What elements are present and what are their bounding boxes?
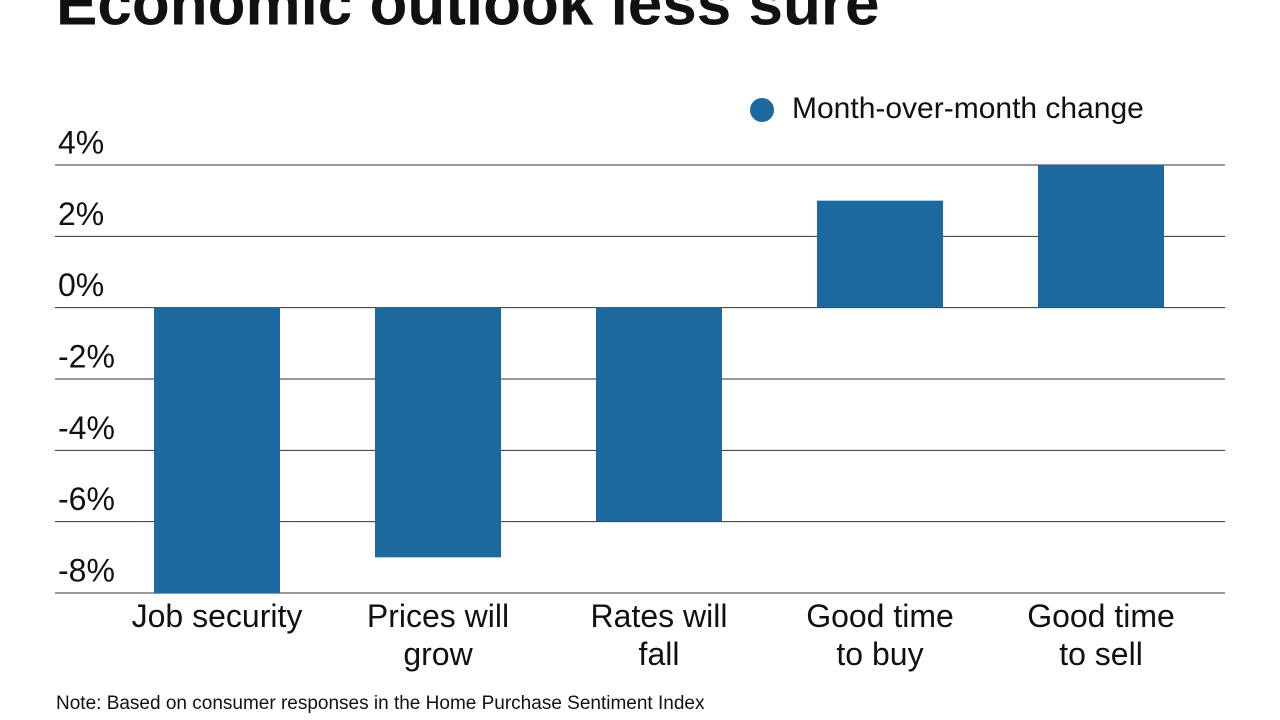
y-tick-label: 2%: [58, 196, 104, 232]
y-tick-label: -2%: [58, 338, 115, 374]
legend-label: Month-over-month change: [792, 92, 1144, 125]
x-tick-label: Job security: [131, 598, 303, 634]
note: Note: Based on consumer responses in the…: [56, 693, 705, 714]
y-tick-label: -6%: [58, 481, 115, 517]
x-tick-label: Good time to buy: [806, 598, 954, 672]
bar: [1038, 165, 1164, 308]
bar: [154, 307, 280, 593]
bar: [375, 307, 501, 558]
y-tick-label: 4%: [58, 124, 104, 160]
legend-marker: [750, 98, 774, 122]
y-tick-label: 0%: [58, 267, 104, 303]
bar: [596, 307, 722, 522]
x-tick-label: Rates will fall: [590, 598, 728, 672]
chart-title: Economic outlook less sure: [56, 0, 879, 38]
x-tick-label: Good time to sell: [1027, 598, 1175, 672]
y-tick-label: -4%: [58, 410, 115, 446]
y-tick-label: -8%: [58, 552, 115, 588]
x-tick-label: Prices will grow: [366, 598, 510, 672]
bar: [817, 200, 943, 308]
